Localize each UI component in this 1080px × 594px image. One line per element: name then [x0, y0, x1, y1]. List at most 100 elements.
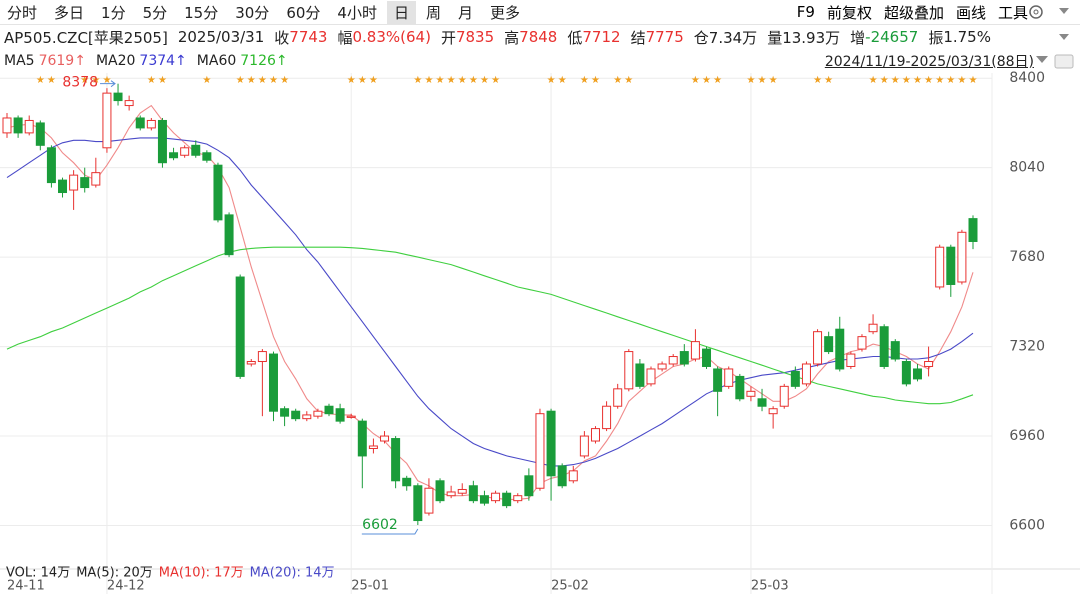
dropdown-arrow[interactable] [1059, 34, 1069, 40]
period-tab[interactable]: 30分 [235, 3, 270, 22]
candle-body [835, 328, 845, 370]
event-star: ★ [957, 75, 966, 86]
candle-body [335, 408, 345, 422]
candle-body [957, 231, 967, 283]
event-star: ★ [969, 75, 978, 86]
candle-body [901, 361, 911, 385]
candle-body [968, 218, 978, 242]
ma-value: 7374↑ [139, 53, 187, 69]
settings-icon[interactable] [1029, 5, 1043, 19]
period-tab[interactable]: 15分 [184, 3, 219, 22]
candle-body [502, 492, 512, 507]
date-range[interactable]: 2024/11/19-2025/03/31(88日) [824, 54, 1034, 70]
tool-button[interactable]: 超级叠加 [883, 3, 944, 22]
candle-body [491, 492, 501, 502]
candle-body [524, 475, 534, 497]
period-tab[interactable]: 更多 [490, 3, 521, 22]
candle-body [624, 351, 634, 390]
period-tab[interactable]: 周 [425, 3, 441, 22]
event-star: ★ [269, 75, 278, 86]
candle-body [313, 410, 323, 417]
volume-label: MA(5): 20万 [76, 566, 153, 581]
candle-body [846, 353, 856, 367]
event-star: ★ [258, 75, 267, 86]
ma-name: MA5 [4, 53, 35, 69]
wp-icon[interactable] [1054, 54, 1074, 69]
tool-button[interactable]: F9 [796, 3, 815, 21]
event-star: ★ [202, 75, 211, 86]
event-star: ★ [369, 75, 378, 86]
event-star: ★ [558, 75, 567, 86]
y-tick-label: 7680 [1009, 249, 1045, 265]
candle-body [635, 363, 645, 387]
candle-body [424, 487, 434, 514]
candle-body [413, 485, 423, 522]
event-star: ★ [769, 75, 778, 86]
y-tick-label: 6600 [1009, 518, 1045, 534]
period-tab[interactable]: 分时 [7, 3, 38, 22]
event-star: ★ [358, 75, 367, 86]
period-tab[interactable]: 多日 [54, 3, 85, 22]
volume-label: MA(20): 14万 [250, 566, 335, 581]
candle-body [857, 336, 867, 350]
event-star: ★ [913, 75, 922, 86]
ma-line [6, 104, 974, 500]
y-tick-label: 6960 [1009, 428, 1045, 444]
contract-code: AP505.CZC[苹果2505] [4, 28, 168, 47]
ma-legend: MA5 7619↑ MA20 7374↑ MA60 7126↑ [4, 49, 1080, 73]
event-star: ★ [280, 75, 289, 86]
candle-body [368, 445, 378, 449]
candle-body [135, 117, 145, 129]
period-tab[interactable]: 5分 [142, 3, 168, 22]
quote-label: 仓 [693, 28, 709, 47]
quote-label: 开 [440, 28, 456, 47]
candle-body [868, 323, 878, 333]
quote-label: 量 [767, 28, 783, 47]
candle-body [102, 92, 112, 149]
event-star: ★ [102, 75, 111, 86]
period-tab[interactable]: 月 [457, 3, 473, 22]
quote-label: 结 [630, 28, 646, 47]
x-tick-label: 24-11 [7, 579, 45, 594]
settings-icon-core [1033, 9, 1039, 15]
event-star: ★ [413, 75, 422, 86]
event-star: ★ [869, 75, 878, 86]
period-tab[interactable]: 日 [386, 0, 416, 24]
tool-button[interactable]: 画线 [955, 3, 986, 22]
period-tab[interactable]: 60分 [286, 3, 321, 22]
event-star: ★ [935, 75, 944, 86]
candle-body [80, 177, 90, 189]
tool-menu: F9 前复权 超级叠加 画线 工具 [785, 0, 1028, 24]
candle-body [879, 326, 889, 367]
tool-button[interactable]: 工具 [997, 3, 1028, 22]
candle-body [46, 147, 56, 184]
quote-value: 0.83%(64) [352, 28, 431, 46]
tool-button[interactable]: 前复权 [826, 3, 872, 22]
event-star: ★ [813, 75, 822, 86]
x-tick-label: 25-02 [551, 579, 589, 594]
event-star: ★ [347, 75, 356, 86]
event-star: ★ [824, 75, 833, 86]
dropdown-arrow[interactable] [1059, 8, 1069, 14]
candle-body [235, 276, 245, 377]
volume-label: MA(10): 17万 [159, 566, 244, 581]
candle-body [202, 152, 212, 161]
event-star: ★ [702, 75, 711, 86]
candle-body [58, 179, 68, 194]
min-arrow [361, 528, 419, 535]
candle-body [180, 147, 190, 156]
event-star: ★ [591, 75, 600, 86]
candle-body [790, 370, 800, 387]
quote-value: 7.34万 [708, 28, 758, 47]
range-dropdown[interactable] [1036, 56, 1048, 63]
candle-body [479, 495, 489, 504]
event-star: ★ [613, 75, 622, 86]
x-tick-label: 24-12 [107, 579, 145, 594]
ma-name: MA20 [95, 53, 136, 69]
candle-body [169, 152, 179, 159]
period-tab[interactable]: 4小时 [337, 3, 377, 22]
period-tab[interactable]: 1分 [101, 3, 126, 22]
quote-value: 13.93万 [782, 28, 841, 47]
candle-body [391, 438, 401, 482]
